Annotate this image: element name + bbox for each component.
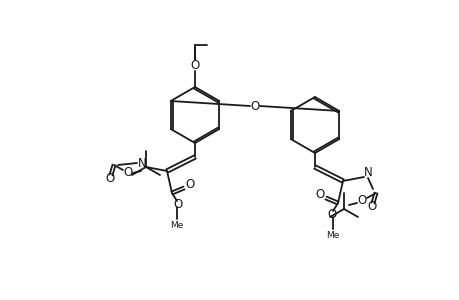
- Text: O: O: [250, 100, 259, 112]
- Text: O: O: [190, 58, 199, 71]
- Text: O: O: [315, 188, 324, 202]
- Text: O: O: [367, 200, 376, 214]
- Text: O: O: [173, 199, 182, 212]
- Text: N: N: [137, 157, 146, 169]
- Text: N: N: [363, 167, 372, 179]
- Text: Me: Me: [325, 230, 339, 239]
- Text: O: O: [185, 178, 194, 191]
- Text: Me: Me: [170, 220, 183, 230]
- Text: O: O: [357, 194, 366, 208]
- Text: O: O: [327, 208, 336, 221]
- Text: O: O: [123, 167, 132, 179]
- Text: O: O: [105, 172, 114, 185]
